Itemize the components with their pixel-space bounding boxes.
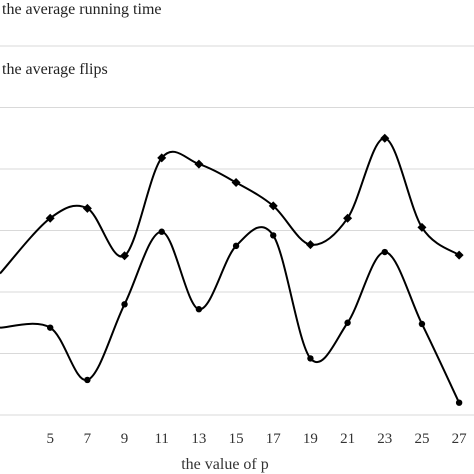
x-tick-label: 27 [452, 431, 468, 447]
data-point-flips [232, 242, 240, 250]
series-line-running-time [0, 137, 460, 275]
data-point-flips [158, 228, 165, 235]
gridlines [0, 45, 474, 416]
x-axis-title: the value of p [181, 456, 269, 473]
legend-entry-flips: the average flips [2, 61, 108, 78]
data-point-running-time [305, 240, 315, 250]
data-point-flips [195, 306, 203, 313]
data-point-running-time [380, 133, 390, 143]
data-point-running-time [268, 201, 278, 211]
data-point-flips [270, 232, 277, 239]
data-point-running-time [157, 153, 167, 163]
data-point-flips [381, 248, 388, 256]
data-point-flips [307, 355, 314, 362]
data-point-running-time [343, 213, 353, 223]
series-line-flips [0, 226, 461, 404]
x-tick-label: 9 [121, 431, 129, 447]
data-point-flips [455, 399, 463, 406]
data-point-flips [344, 319, 351, 326]
x-tick-label: 5 [46, 431, 54, 447]
x-tick-label: 23 [377, 431, 392, 447]
data-point-flips [418, 320, 426, 328]
x-tick-label: 19 [303, 431, 318, 447]
data-point-running-time [82, 203, 92, 213]
x-tick-label: 25 [414, 431, 429, 447]
x-tick-label: 21 [340, 431, 355, 447]
data-point-running-time [454, 250, 464, 260]
data-point-running-time [417, 222, 427, 232]
legend-entry-running-time: the average running time [2, 1, 162, 18]
data-point-running-time [194, 159, 204, 169]
x-tick-label: 17 [266, 431, 282, 447]
data-point-running-time [120, 251, 130, 261]
data-point-flips [46, 324, 54, 331]
x-tick-label: 7 [84, 431, 92, 447]
x-tick-label: 15 [229, 431, 244, 447]
series-lines [0, 137, 461, 404]
series-markers [45, 133, 464, 406]
x-tick-label: 13 [191, 431, 206, 447]
data-point-flips [121, 301, 128, 308]
data-point-running-time [45, 213, 55, 223]
x-axis-tick-labels: 5 7 9 11 13 15 17 19 21 23 25 27 [46, 431, 467, 447]
data-point-running-time [231, 178, 241, 188]
x-tick-label: 11 [154, 431, 168, 447]
data-point-flips [84, 376, 91, 384]
